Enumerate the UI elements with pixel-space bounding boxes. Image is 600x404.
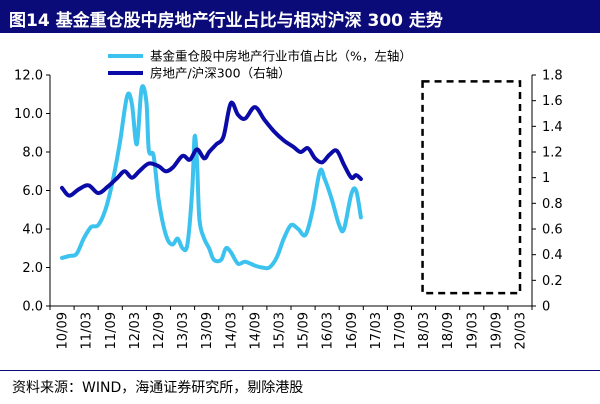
x-tick-label: 19/03 (465, 312, 480, 349)
right-tick-label: 1.2 (542, 146, 563, 161)
left-tick-label: 12.0 (14, 69, 43, 84)
right-tick-label: 0 (542, 300, 550, 315)
source-divider (0, 370, 600, 371)
left-tick-label: 10.0 (14, 107, 43, 122)
title-bar: 图14 基金重仓股中房地产行业占比与相对沪深 300 走势 (0, 0, 600, 33)
x-tick-label: 19/09 (489, 312, 504, 349)
right-tick-label: 1.6 (542, 94, 563, 109)
right-tick-label: 0.8 (542, 197, 563, 212)
x-tick-label: 17/03 (369, 312, 384, 349)
series-group (60, 80, 522, 295)
axes: 0.0 2.0 4.0 6.0 8.0 10.0 12.0 0 0.2 0.4 0.6 0.8 1 1.2… (14, 69, 563, 350)
left-tick-label: 2.0 (22, 261, 43, 276)
highlight-box (421, 80, 522, 295)
x-tick-label: 14/09 (248, 312, 263, 349)
right-tick-label: 0.6 (542, 223, 563, 238)
x-tick-label: 20/03 (513, 312, 528, 349)
legend: 基金重仓股中房地产行业市值占比（%，左轴） 房地产/沪深300（右轴） (108, 49, 412, 81)
x-tick-label: 10/09 (56, 312, 71, 349)
x-tick-label: 15/03 (272, 312, 287, 349)
x-tick-label: 12/09 (152, 312, 167, 349)
x-tick-label: 11/03 (80, 312, 95, 349)
right-tick-label: 1.4 (542, 120, 563, 135)
x-tick-label: 12/03 (128, 312, 143, 349)
x-tick-label: 11/09 (104, 312, 119, 349)
left-tick-label: 4.0 (22, 223, 43, 238)
left-tick-label: 6.0 (22, 184, 43, 199)
right-tick-label: 0.2 (542, 274, 563, 289)
right-tick-label: 1 (542, 171, 550, 186)
left-tick-label: 0.0 (22, 300, 43, 315)
x-tick-label: 16/09 (345, 312, 360, 349)
x-tick-label: 14/03 (224, 312, 239, 349)
legend-label: 房地产/沪深300（右轴） (150, 66, 291, 81)
chart: 0.0 2.0 4.0 6.0 8.0 10.0 12.0 0 0.2 0.4 0.6 0.8 1 1.2… (14, 49, 563, 350)
left-tick-label: 8.0 (22, 146, 43, 161)
x-tick-label: 15/09 (297, 312, 312, 349)
x-tick-label: 18/09 (441, 312, 456, 349)
legend-label: 基金重仓股中房地产行业市值占比（%，左轴） (150, 49, 412, 64)
x-tick-label: 13/09 (200, 312, 215, 349)
x-tick-label: 16/03 (321, 312, 336, 349)
series-line-relative-index (60, 100, 363, 198)
x-tick-label: 18/03 (417, 312, 432, 349)
x-tick-label: 13/03 (176, 312, 191, 349)
right-tick-label: 1.8 (542, 69, 563, 84)
x-tick-label: 17/09 (393, 312, 408, 349)
series-line-fund-share (60, 84, 363, 271)
source-note: 资料来源：WIND，海通证券研究所，剔除港股 (12, 380, 304, 396)
chart-title: 图14 基金重仓股中房地产行业占比与相对沪深 300 走势 (9, 11, 443, 31)
right-tick-label: 0.4 (542, 248, 563, 263)
